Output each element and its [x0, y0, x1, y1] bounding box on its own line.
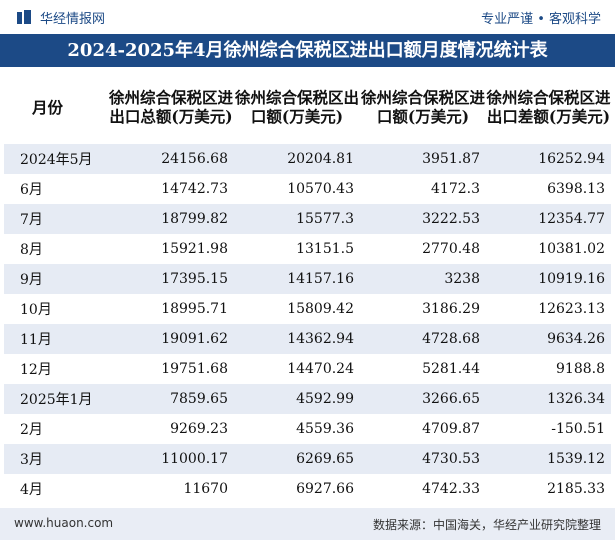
month-cell: 12月 — [20, 362, 52, 378]
import-cell: 3238 — [444, 271, 480, 287]
export-cell: 15809.42 — [287, 301, 354, 317]
header-row: 月份 徐州综合保税区进出口总额(万美元) 徐州综合保税区出口额(万美元) 徐州综… — [4, 70, 611, 144]
total-cell: 19091.62 — [161, 331, 228, 347]
total-cell: 9269.23 — [170, 421, 228, 437]
total-cell: 11670 — [183, 481, 228, 497]
brand-name: 华经情报网 — [40, 12, 106, 27]
balance-cell: 6398.13 — [547, 181, 605, 197]
import-cell: 3222.53 — [422, 211, 480, 227]
export-cell: 6927.66 — [296, 481, 354, 497]
header-total: 徐州综合保税区进出口总额(万美元) — [108, 88, 233, 126]
export-cell: 4559.36 — [296, 421, 354, 437]
total-cell: 18995.71 — [161, 301, 228, 317]
export-cell: 14157.16 — [287, 271, 354, 287]
brand-logo-icon — [17, 10, 31, 24]
import-cell: 4742.33 — [422, 481, 480, 497]
data-table: 月份 徐州综合保税区进出口总额(万美元) 徐州综合保税区出口额(万美元) 徐州综… — [4, 70, 611, 504]
total-cell: 18799.82 — [161, 211, 228, 227]
table-row: 4月 11670 6927.66 4742.33 2185.33 — [4, 474, 611, 504]
import-cell: 5281.44 — [422, 361, 480, 377]
export-cell: 6269.65 — [296, 451, 354, 467]
export-cell: 10570.43 — [287, 181, 354, 197]
table-row: 3月 11000.17 6269.65 4730.53 1539.12 — [4, 444, 611, 474]
table-body: 2024年5月 24156.68 20204.81 3951.87 16252.94 6月… — [4, 144, 611, 504]
month-cell: 3月 — [20, 452, 43, 468]
table-row: 2024年5月 24156.68 20204.81 3951.87 16252.94 — [4, 144, 611, 174]
balance-cell: 10919.16 — [538, 271, 605, 287]
balance-cell: 16252.94 — [538, 151, 605, 167]
header-month: 月份 — [32, 97, 64, 117]
page-title: 2024-2025年4月徐州综合保税区进出口额月度情况统计表 — [0, 34, 615, 67]
balance-cell: 12623.13 — [538, 301, 605, 317]
table-row: 9月 17395.15 14157.16 3238 10919.16 — [4, 264, 611, 294]
balance-cell: 10381.02 — [538, 241, 605, 257]
table-row: 12月 19751.68 14470.24 5281.44 9188.8 — [4, 354, 611, 384]
footer: www.huaon.com 数据来源：中国海关，华经产业研究院整理 — [0, 508, 615, 540]
month-cell: 7月 — [20, 212, 43, 228]
table-row: 7月 18799.82 15577.3 3222.53 12354.77 — [4, 204, 611, 234]
import-cell: 4709.87 — [422, 421, 480, 437]
export-cell: 13151.5 — [296, 241, 354, 257]
month-cell: 2025年1月 — [20, 392, 93, 408]
total-cell: 7859.65 — [170, 391, 228, 407]
balance-cell: -150.51 — [551, 421, 605, 437]
header-import: 徐州综合保税区进口额(万美元) — [360, 88, 485, 126]
import-cell: 3266.65 — [422, 391, 480, 407]
table-row: 6月 14742.73 10570.43 4172.3 6398.13 — [4, 174, 611, 204]
import-cell: 2770.48 — [422, 241, 480, 257]
month-cell: 4月 — [20, 482, 43, 498]
import-cell: 4730.53 — [422, 451, 480, 467]
table-row: 10月 18995.71 15809.42 3186.29 12623.13 — [4, 294, 611, 324]
month-cell: 8月 — [20, 242, 43, 258]
table-row: 2025年1月 7859.65 4592.99 3266.65 1326.34 — [4, 384, 611, 414]
export-cell: 14362.94 — [287, 331, 354, 347]
month-cell: 10月 — [20, 302, 52, 318]
top-bar: 华经情报网 专业严谨 • 客观科学 — [0, 0, 615, 34]
balance-cell: 9188.8 — [556, 361, 605, 377]
import-cell: 3186.29 — [422, 301, 480, 317]
table-row: 8月 15921.98 13151.5 2770.48 10381.02 — [4, 234, 611, 264]
export-cell: 20204.81 — [287, 151, 354, 167]
total-cell: 15921.98 — [161, 241, 228, 257]
table-row: 11月 19091.62 14362.94 4728.68 9634.26 — [4, 324, 611, 354]
export-cell: 15577.3 — [296, 211, 354, 227]
month-cell: 2月 — [20, 422, 43, 438]
month-cell: 11月 — [20, 332, 52, 348]
total-cell: 19751.68 — [161, 361, 228, 377]
month-cell: 2024年5月 — [20, 152, 93, 168]
total-cell: 17395.15 — [161, 271, 228, 287]
month-cell: 6月 — [20, 182, 43, 198]
import-cell: 4172.3 — [431, 181, 480, 197]
total-cell: 11000.17 — [161, 451, 228, 467]
balance-cell: 9634.26 — [547, 331, 605, 347]
balance-cell: 1539.12 — [547, 451, 605, 467]
month-cell: 9月 — [20, 272, 43, 288]
table-row: 2月 9269.23 4559.36 4709.87 -150.51 — [4, 414, 611, 444]
footer-source: 数据来源：中国海关，华经产业研究院整理 — [372, 518, 601, 532]
balance-cell: 1326.34 — [547, 391, 605, 407]
total-cell: 24156.68 — [161, 151, 228, 167]
total-cell: 14742.73 — [161, 181, 228, 197]
balance-cell: 2185.33 — [547, 481, 605, 497]
import-cell: 3951.87 — [422, 151, 480, 167]
import-cell: 4728.68 — [422, 331, 480, 347]
balance-cell: 12354.77 — [538, 211, 605, 227]
export-cell: 4592.99 — [296, 391, 354, 407]
export-cell: 14470.24 — [287, 361, 354, 377]
footer-url: www.huaon.com — [14, 516, 114, 530]
header-export: 徐州综合保税区出口额(万美元) — [234, 88, 359, 126]
header-balance: 徐州综合保税区进出口差额(万美元) — [486, 88, 611, 126]
tagline: 专业严谨 • 客观科学 — [481, 12, 601, 27]
